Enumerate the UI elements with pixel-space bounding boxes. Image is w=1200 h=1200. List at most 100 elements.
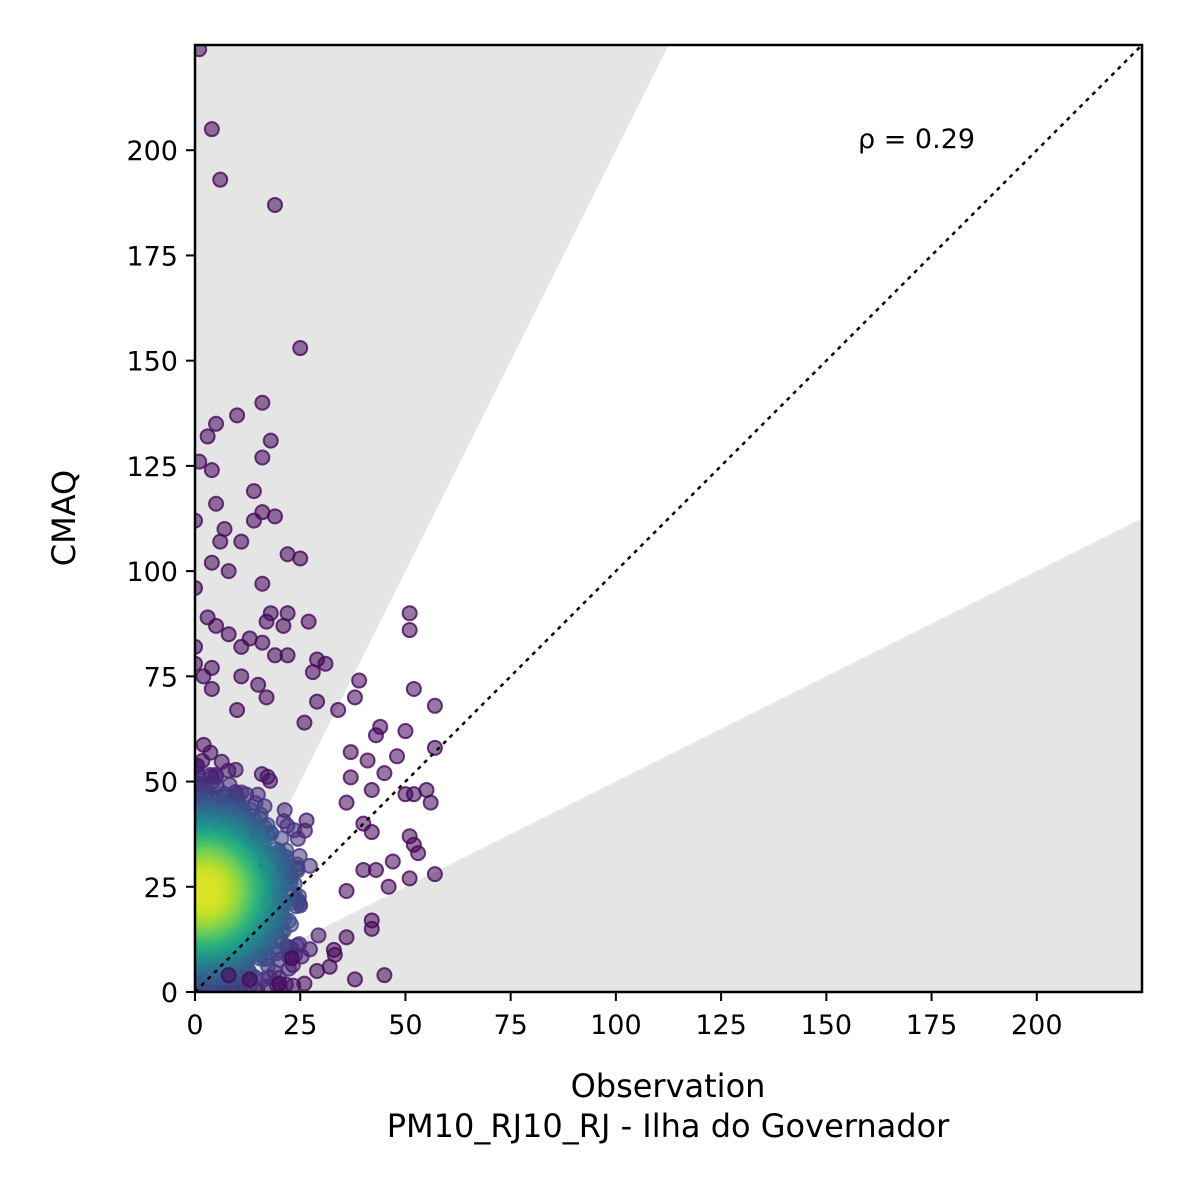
y-tick-label: 50 [144,768,178,799]
scatter-point [397,723,414,740]
scatter-point [384,853,401,870]
scatter-point [283,950,300,967]
correlation-annotation: ρ = 0.29 [858,124,975,155]
scatter-point [220,563,237,580]
scatter-point [254,394,271,411]
x-tick-label: 100 [590,1010,642,1041]
scatter-point [195,668,212,685]
plot-frame [193,43,1144,994]
x-tick-label: 0 [186,1010,203,1041]
density-point [195,883,212,900]
scatter-point [203,121,220,138]
y-tick-label: 150 [126,347,178,378]
scatter-point [376,967,393,984]
shaded-region-upper [195,45,669,992]
scatter-point [405,680,422,697]
scatter-point [338,882,355,899]
scatter-point [229,702,246,719]
scatter-point [195,512,203,529]
scatter-points [195,45,443,992]
scatter-point [346,689,363,706]
density-point [279,817,296,834]
scatter-point [275,617,292,634]
y-tick-label: 175 [126,241,178,272]
scatter-point [342,744,359,761]
scatter-point [262,432,279,449]
scatter-point [220,967,237,984]
density-points [195,736,343,992]
scatter-point [296,975,313,992]
scatter-point [389,748,406,765]
y-tick-label: 75 [144,662,178,693]
scatter-point [342,769,359,786]
scatter-point [245,483,262,500]
scatter-point [296,714,313,731]
one-to-one-reference-line [195,45,1142,992]
scatter-point [380,878,397,895]
scatter-point [208,495,225,512]
scatter-point [426,697,443,714]
scatter-point [258,613,275,630]
scatter-point [266,508,283,525]
scatter-point [195,655,203,672]
y-axis-label: CMAQ [45,470,83,566]
scatter-point [410,845,427,862]
scatter-point [309,962,326,979]
x-axis-sublabel: PM10_RJ10_RJ - Ilha do Governador [387,1107,950,1145]
scatter-point [338,794,355,811]
scatter-point [363,920,380,937]
scatter-point [338,929,355,946]
scatter-point [330,702,347,719]
scatter-point [254,449,271,466]
scatter-point [195,453,208,470]
y-tick-label: 125 [126,452,178,483]
scatter-point [245,512,262,529]
x-tick-label: 50 [388,1010,422,1041]
scatter-point [426,739,443,756]
density-point [289,830,306,847]
scatter-point [355,861,372,878]
x-tick-label: 150 [801,1010,853,1041]
scatter-point [325,941,342,958]
scatter-point [254,634,271,651]
x-axis-label: Observation [571,1067,766,1105]
scatter-point [195,45,208,58]
scatter-point [363,781,380,798]
scatter-point [258,689,275,706]
scatter-point [229,407,246,424]
scatter-point [203,554,220,571]
y-tick-label: 100 [126,557,178,588]
scatter-point [203,680,220,697]
scatter-point [208,617,225,634]
scatter-point [208,415,225,432]
x-tick-label: 200 [1011,1010,1063,1041]
scatter-point [195,638,203,655]
scatter-point [426,866,443,883]
y-tick-label: 25 [144,873,178,904]
scatter-point [363,824,380,841]
scatter-point [309,693,326,710]
y-axis: 0 25 50 75 100 125 150 175 200 [126,136,195,1009]
scatter-point [346,971,363,988]
scatter-point [359,752,376,769]
scatter-point [401,605,418,622]
scatter-point [376,765,393,782]
x-tick-label: 25 [283,1010,317,1041]
x-tick-label: 125 [695,1010,747,1041]
scatter-point [304,664,321,681]
scatter-point [212,533,229,550]
scatter-point [351,672,368,689]
scatter-point [317,655,334,672]
scatter-point [271,975,288,992]
y-tick-label: 200 [126,136,178,167]
scatter-point [233,533,250,550]
scatter-point [405,786,422,803]
scatter-point [195,579,203,596]
scatter-point [212,171,229,188]
x-tick-label: 175 [906,1010,958,1041]
scatter-point [279,647,296,664]
scatter-point [422,794,439,811]
scatter-point [250,676,267,693]
scatter-point [220,626,237,643]
